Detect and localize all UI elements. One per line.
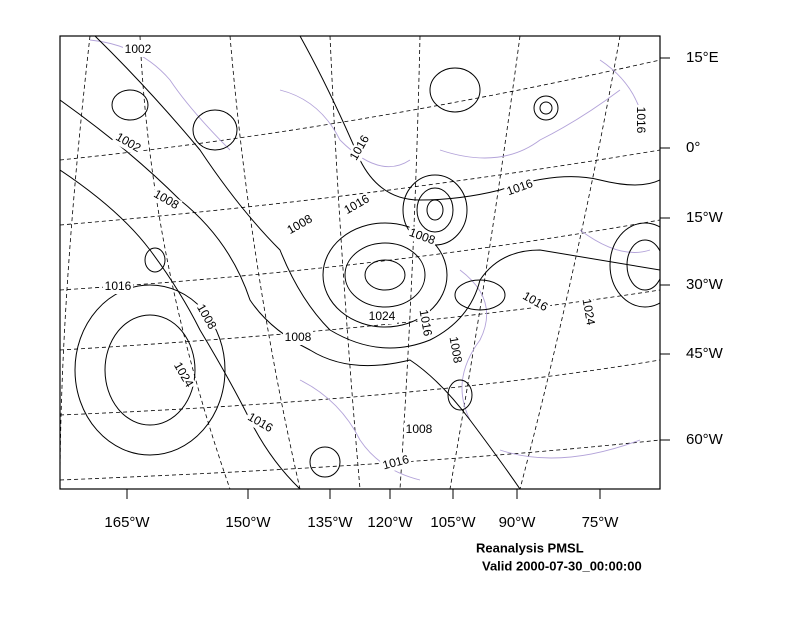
label-backdrop bbox=[169, 358, 197, 392]
label-backdrop bbox=[283, 331, 313, 345]
label-backdrop bbox=[518, 288, 552, 316]
caption-valid: Valid 2000-07-30_00:00:00 bbox=[482, 558, 642, 573]
contour bbox=[60, 169, 301, 489]
contour-label: 1016 bbox=[105, 279, 132, 293]
longitude-label: 165°W bbox=[104, 514, 150, 531]
label-backdrop bbox=[445, 334, 465, 366]
contour-label: 1008 bbox=[447, 335, 465, 364]
latitude-label: 15°E bbox=[686, 49, 719, 66]
contour bbox=[416, 187, 454, 233]
label-backdrop bbox=[503, 176, 537, 200]
contour bbox=[454, 279, 506, 311]
label-backdrop bbox=[578, 296, 598, 328]
contour bbox=[74, 284, 226, 456]
latitude-label: 45°W bbox=[686, 345, 724, 362]
longitude-label: 105°W bbox=[430, 514, 476, 531]
label-backdrop bbox=[103, 280, 133, 294]
contour bbox=[426, 199, 444, 221]
contour-label: 1008 bbox=[406, 422, 433, 436]
label-backdrop bbox=[633, 105, 647, 135]
label-backdrop bbox=[346, 131, 374, 165]
label-backdrop bbox=[243, 409, 277, 437]
longitude-label: 150°W bbox=[225, 514, 271, 531]
label-backdrop bbox=[340, 191, 374, 219]
label-backdrop bbox=[404, 423, 434, 437]
contour bbox=[429, 67, 481, 113]
contour bbox=[447, 379, 473, 411]
graticule bbox=[60, 36, 660, 489]
longitude-label: 120°W bbox=[367, 514, 413, 531]
label-backdrop bbox=[283, 211, 317, 239]
contour bbox=[144, 247, 166, 273]
caption-title: Reanalysis PMSL bbox=[476, 540, 584, 555]
label-backdrop bbox=[192, 300, 220, 334]
latitude-label: 30°W bbox=[686, 276, 724, 293]
contour bbox=[626, 239, 660, 291]
contour bbox=[299, 36, 660, 201]
contour bbox=[104, 314, 196, 426]
contour bbox=[344, 242, 426, 308]
contour bbox=[609, 222, 660, 308]
longitude-label: 90°W bbox=[499, 514, 537, 531]
contour bbox=[111, 89, 149, 121]
contour-label: 1024 bbox=[369, 309, 396, 323]
label-backdrop bbox=[379, 452, 413, 474]
map-area bbox=[60, 36, 660, 489]
contour bbox=[533, 95, 559, 121]
contour-label: 1016 bbox=[417, 308, 435, 337]
label-backdrop bbox=[149, 186, 183, 214]
contour bbox=[94, 36, 660, 349]
contour bbox=[192, 109, 238, 151]
latitude-label: 60°W bbox=[686, 431, 724, 448]
label-backdrop bbox=[405, 225, 439, 249]
label-backdrop bbox=[367, 310, 397, 324]
map-frame bbox=[59, 35, 661, 490]
longitude-label: 75°W bbox=[582, 514, 620, 531]
axis-labels: 165°W 150°W 135°W 120°W 105°W 90°W 75°W 15°E 0° 1… bbox=[104, 49, 723, 531]
contour-label: 1008 bbox=[285, 330, 312, 344]
contour-label: 1024 bbox=[580, 297, 598, 326]
contour-label: 1002 bbox=[125, 42, 152, 56]
contour bbox=[60, 99, 521, 489]
latitude-label: 0° bbox=[686, 139, 700, 156]
contour-label: 1016 bbox=[381, 452, 411, 473]
contour bbox=[322, 222, 448, 328]
label-backdrop bbox=[111, 129, 145, 157]
latitude-label: 15°W bbox=[686, 209, 724, 226]
contour bbox=[364, 259, 406, 291]
label-backdrop bbox=[123, 43, 153, 57]
contour bbox=[309, 446, 341, 478]
contour-label: 1016 bbox=[634, 107, 648, 134]
label-backdrop bbox=[415, 307, 435, 339]
longitude-label: 135°W bbox=[307, 514, 353, 531]
coastline bbox=[89, 39, 651, 481]
contour bbox=[539, 101, 553, 115]
